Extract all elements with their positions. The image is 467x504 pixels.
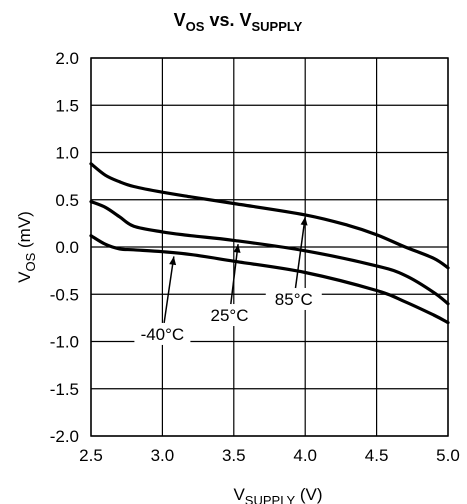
plot-frame — [90, 57, 449, 437]
y-tick-label: 2.0 — [55, 49, 79, 68]
series-lines — [89, 162, 450, 325]
chart-title-main: V — [174, 10, 186, 30]
y-tick-label: 0.5 — [55, 191, 79, 210]
annotation-label-bg — [201, 304, 258, 327]
y-tick-label: -0.5 — [50, 285, 79, 304]
x-tick-label: 2.5 — [79, 446, 103, 465]
annotations: -40°C 25°C 85°C — [134, 216, 322, 345]
x-tick-labels: 2.5 3.0 3.5 4.0 4.5 5.0 — [79, 446, 460, 465]
y-tick-label: 1.5 — [55, 96, 79, 115]
chart-title-sub2: SUPPLY — [252, 19, 303, 34]
x-axis-label-main: V — [233, 485, 245, 504]
annotation-arrow — [230, 244, 239, 305]
x-axis-label-sub: SUPPLY — [245, 493, 296, 504]
grid-lines — [90, 57, 449, 437]
annotation-arrowhead — [300, 216, 308, 226]
annotation-label-bg — [134, 322, 191, 345]
y-tick-label: 0.0 — [55, 238, 79, 257]
annotation-label: -40°C — [141, 325, 185, 344]
x-tick-label: 5.0 — [436, 446, 460, 465]
y-tick-labels: 2.0 1.5 1.0 0.5 0.0 -0.5 -1.0 -1.5 -2.0 — [50, 49, 79, 446]
y-axis-label-rest: (mV) — [15, 211, 34, 253]
chart-title: VOS vs. VSUPPLY — [174, 10, 303, 34]
x-tick-label: 3.5 — [222, 446, 246, 465]
x-axis-label: VSUPPLY (V) — [233, 485, 322, 504]
series-line-85C — [89, 162, 450, 270]
y-axis-label-main: V — [15, 271, 34, 283]
annotation-arrowhead — [169, 256, 177, 266]
y-axis-label-sub: OS — [23, 252, 38, 271]
y-axis-label: VOS (mV) — [15, 211, 38, 283]
y-tick-label: -2.0 — [50, 427, 79, 446]
x-tick-label: 4.5 — [365, 446, 389, 465]
x-axis-label-rest: (V) — [295, 485, 322, 504]
annotation-label-bg — [265, 287, 322, 310]
chart-title-mid: vs. V — [204, 10, 251, 30]
chart-title-sub: OS — [186, 19, 205, 34]
annotation-arrow — [163, 256, 175, 324]
annotation-arrow — [294, 216, 306, 289]
y-tick-label: -1.0 — [50, 333, 79, 352]
annotation-arrowhead — [233, 244, 241, 253]
x-tick-label: 4.0 — [293, 446, 317, 465]
x-tick-label: 3.0 — [151, 446, 175, 465]
series-line-25C — [89, 200, 450, 306]
y-tick-label: 1.0 — [55, 144, 79, 163]
annotation-label: 25°C — [211, 306, 249, 325]
y-tick-label: -1.5 — [50, 380, 79, 399]
series-line-minus40C — [89, 234, 450, 325]
annotation-label: 85°C — [275, 290, 313, 309]
